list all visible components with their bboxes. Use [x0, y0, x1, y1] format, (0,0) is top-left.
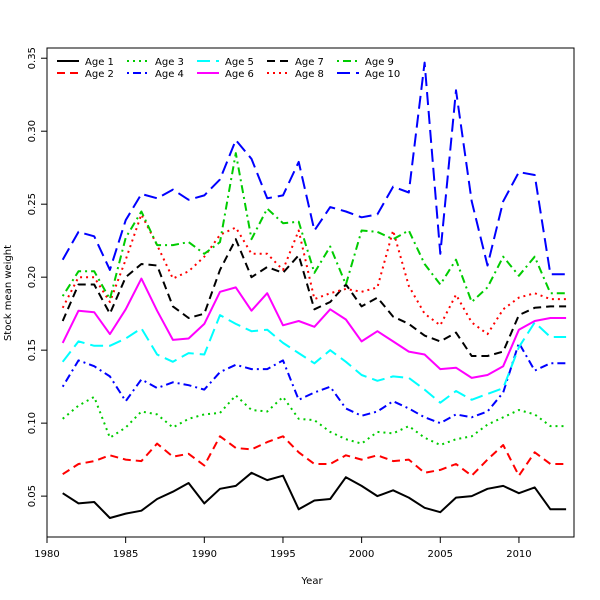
y-tick-label: 0.15: [27, 339, 38, 361]
series-line-age-2: [62, 435, 567, 477]
x-axis: 1980 1985 1990 1995 2000 2005 2010: [34, 537, 532, 560]
x-tick-label: 1985: [113, 549, 138, 560]
y-axis-title: Stock mean weight: [3, 245, 14, 341]
series-line-age-9: [61, 152, 567, 303]
x-tick-label: 2000: [349, 549, 374, 560]
y-tick-label: 0.10: [27, 412, 38, 434]
x-tick-label: 1980: [34, 549, 59, 560]
y-tick-label: 0.30: [27, 120, 38, 142]
y-tick-label: 0.20: [27, 266, 38, 288]
x-tick-label: 2010: [506, 549, 531, 560]
legend-label-age-2: Age 2: [85, 69, 114, 80]
legend-label-age-6: Age 6: [225, 69, 254, 80]
y-tick-label: 0.05: [27, 485, 38, 507]
x-tick-label: 2005: [428, 549, 453, 560]
legend-label-age-3: Age 3: [155, 57, 184, 68]
legend-label-age-9: Age 9: [365, 57, 394, 68]
legend-label-age-10: Age 10: [365, 69, 400, 80]
series-layer: [61, 61, 567, 519]
series-line-age-3: [62, 394, 567, 446]
legend-label-age-7: Age 7: [295, 57, 324, 68]
y-axis: 0.05 0.10 0.15 0.20 0.25 0.30 0.35: [27, 47, 47, 507]
y-tick-label: 0.35: [27, 47, 38, 69]
series-line-age-5: [61, 314, 567, 404]
series-line-age-1: [62, 471, 567, 519]
legend-label-age-5: Age 5: [225, 57, 254, 68]
x-tick-label: 1995: [270, 549, 295, 560]
legend-label-age-8: Age 8: [295, 69, 324, 80]
series-line-age-10: [61, 61, 567, 276]
series-line-age-4: [61, 341, 567, 425]
plot-frame: [46, 47, 575, 538]
x-tick-label: 1990: [192, 549, 217, 560]
series-line-age-7: [61, 238, 567, 357]
legend-label-age-1: Age 1: [85, 57, 114, 68]
series-line-age-6: [61, 277, 567, 379]
x-axis-title: Year: [300, 576, 323, 587]
y-tick-label: 0.25: [27, 193, 38, 215]
legend-label-age-4: Age 4: [155, 69, 184, 80]
